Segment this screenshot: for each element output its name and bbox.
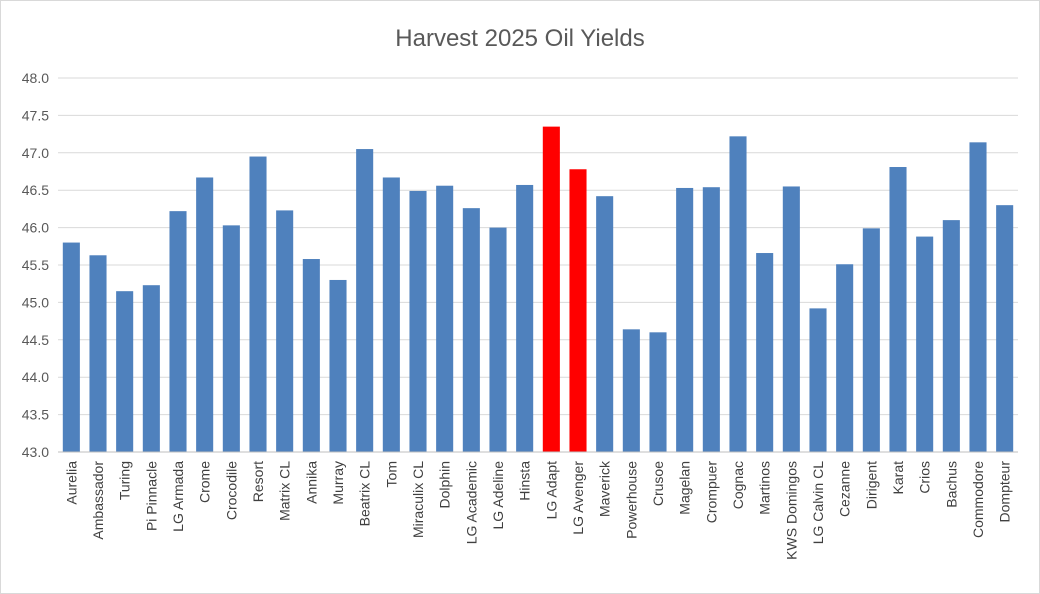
x-category-label: LG Adeline bbox=[490, 461, 506, 530]
x-category-label: LG Calvin CL bbox=[810, 461, 826, 544]
bar bbox=[782, 186, 800, 452]
y-axis-tick-labels: 43.0 43.5 44.0 44.5 45.0 45.5 46.0 46.5 47.0 47.5… bbox=[22, 70, 49, 460]
bar bbox=[382, 177, 400, 453]
bar bbox=[222, 225, 240, 452]
x-category-label: Beatrix CL bbox=[357, 461, 373, 527]
x-category-label: Dirigent bbox=[863, 461, 879, 509]
x-category-label: Miraculix CL bbox=[410, 461, 426, 538]
y-tick-label: 45.5 bbox=[22, 257, 49, 273]
bar bbox=[836, 264, 854, 452]
bar bbox=[302, 259, 320, 452]
x-category-label: Aurelia bbox=[63, 461, 79, 505]
bars bbox=[62, 126, 1014, 453]
bar bbox=[702, 187, 720, 452]
x-category-label: Hinsta bbox=[517, 461, 533, 501]
x-category-label: Crusoe bbox=[650, 461, 666, 506]
bar bbox=[436, 185, 454, 452]
x-category-label: Crompuer bbox=[703, 461, 719, 524]
bar bbox=[276, 210, 294, 452]
x-category-label: Dompteur bbox=[997, 461, 1013, 523]
x-category-label: Bachus bbox=[943, 461, 959, 508]
bar bbox=[409, 190, 427, 452]
y-tick-label: 48.0 bbox=[22, 70, 49, 86]
x-category-label: Crocodile bbox=[223, 461, 239, 520]
gridlines bbox=[58, 77, 1018, 416]
bar bbox=[622, 329, 640, 452]
bar bbox=[889, 167, 907, 452]
bar bbox=[756, 253, 774, 452]
x-category-label: KWS Domingos bbox=[783, 461, 799, 560]
bar-highlighted bbox=[569, 169, 587, 452]
chart-title: Harvest 2025 Oil Yields bbox=[395, 25, 644, 52]
y-tick-label: 44.0 bbox=[22, 369, 49, 385]
y-tick-label: 47.5 bbox=[22, 107, 49, 123]
x-category-label: LG Avenger bbox=[570, 461, 586, 535]
x-category-label: Resort bbox=[250, 461, 266, 502]
bar bbox=[916, 236, 934, 452]
x-category-label: Annika bbox=[303, 461, 319, 504]
bar bbox=[142, 285, 160, 452]
bar bbox=[89, 255, 107, 452]
bar bbox=[676, 187, 694, 452]
x-category-label: Magelan bbox=[677, 461, 693, 515]
x-category-label: Maverick bbox=[597, 460, 613, 517]
y-tick-label: 45.0 bbox=[22, 294, 49, 310]
y-tick-label: 43.0 bbox=[22, 444, 49, 460]
x-category-label: Murray bbox=[330, 461, 346, 505]
bar bbox=[809, 308, 827, 452]
bar bbox=[196, 177, 214, 453]
x-axis-category-labels: Aurelia Ambassador Turing Pi Pinnacle LG Arm… bbox=[63, 460, 1012, 560]
x-category-label: LG Armada bbox=[170, 461, 186, 532]
x-category-label: Crome bbox=[197, 461, 213, 503]
x-category-label: Tom bbox=[383, 461, 399, 487]
bar-highlighted bbox=[542, 126, 560, 453]
x-category-label: LG Academic bbox=[463, 461, 479, 544]
x-category-label: LG Adapt bbox=[543, 461, 559, 519]
x-category-label: Pi Pinnacle bbox=[143, 461, 159, 531]
y-tick-label: 47.0 bbox=[22, 145, 49, 161]
bar bbox=[862, 228, 880, 452]
bar bbox=[729, 136, 747, 452]
bar bbox=[489, 227, 507, 452]
bar bbox=[516, 184, 534, 452]
x-category-label: Karat bbox=[890, 461, 906, 495]
bar bbox=[596, 196, 614, 452]
bar bbox=[649, 332, 667, 452]
x-category-label: Dolphin bbox=[437, 461, 453, 508]
x-category-label: Powerhouse bbox=[623, 461, 639, 539]
bar bbox=[329, 279, 347, 452]
bar bbox=[249, 156, 267, 453]
x-category-label: Cognac bbox=[730, 461, 746, 509]
bar bbox=[356, 149, 374, 452]
x-category-label: Commodore bbox=[970, 461, 986, 538]
bar bbox=[969, 142, 987, 452]
x-category-label: Turing bbox=[117, 461, 133, 500]
x-category-label: Cezanne bbox=[837, 461, 853, 517]
y-tick-label: 44.5 bbox=[22, 332, 49, 348]
bar bbox=[942, 220, 960, 452]
bar bbox=[996, 205, 1014, 452]
bar bbox=[462, 208, 480, 452]
y-tick-label: 43.5 bbox=[22, 407, 49, 423]
y-tick-label: 46.0 bbox=[22, 220, 49, 236]
bar bbox=[62, 242, 80, 452]
x-category-label: Crios bbox=[917, 461, 933, 494]
y-tick-label: 46.5 bbox=[22, 182, 49, 198]
bar bbox=[116, 291, 134, 452]
x-category-label: Martinos bbox=[757, 461, 773, 515]
x-category-label: Ambassador bbox=[90, 461, 106, 540]
x-category-label: Matrix CL bbox=[277, 461, 293, 521]
bar bbox=[169, 211, 187, 452]
